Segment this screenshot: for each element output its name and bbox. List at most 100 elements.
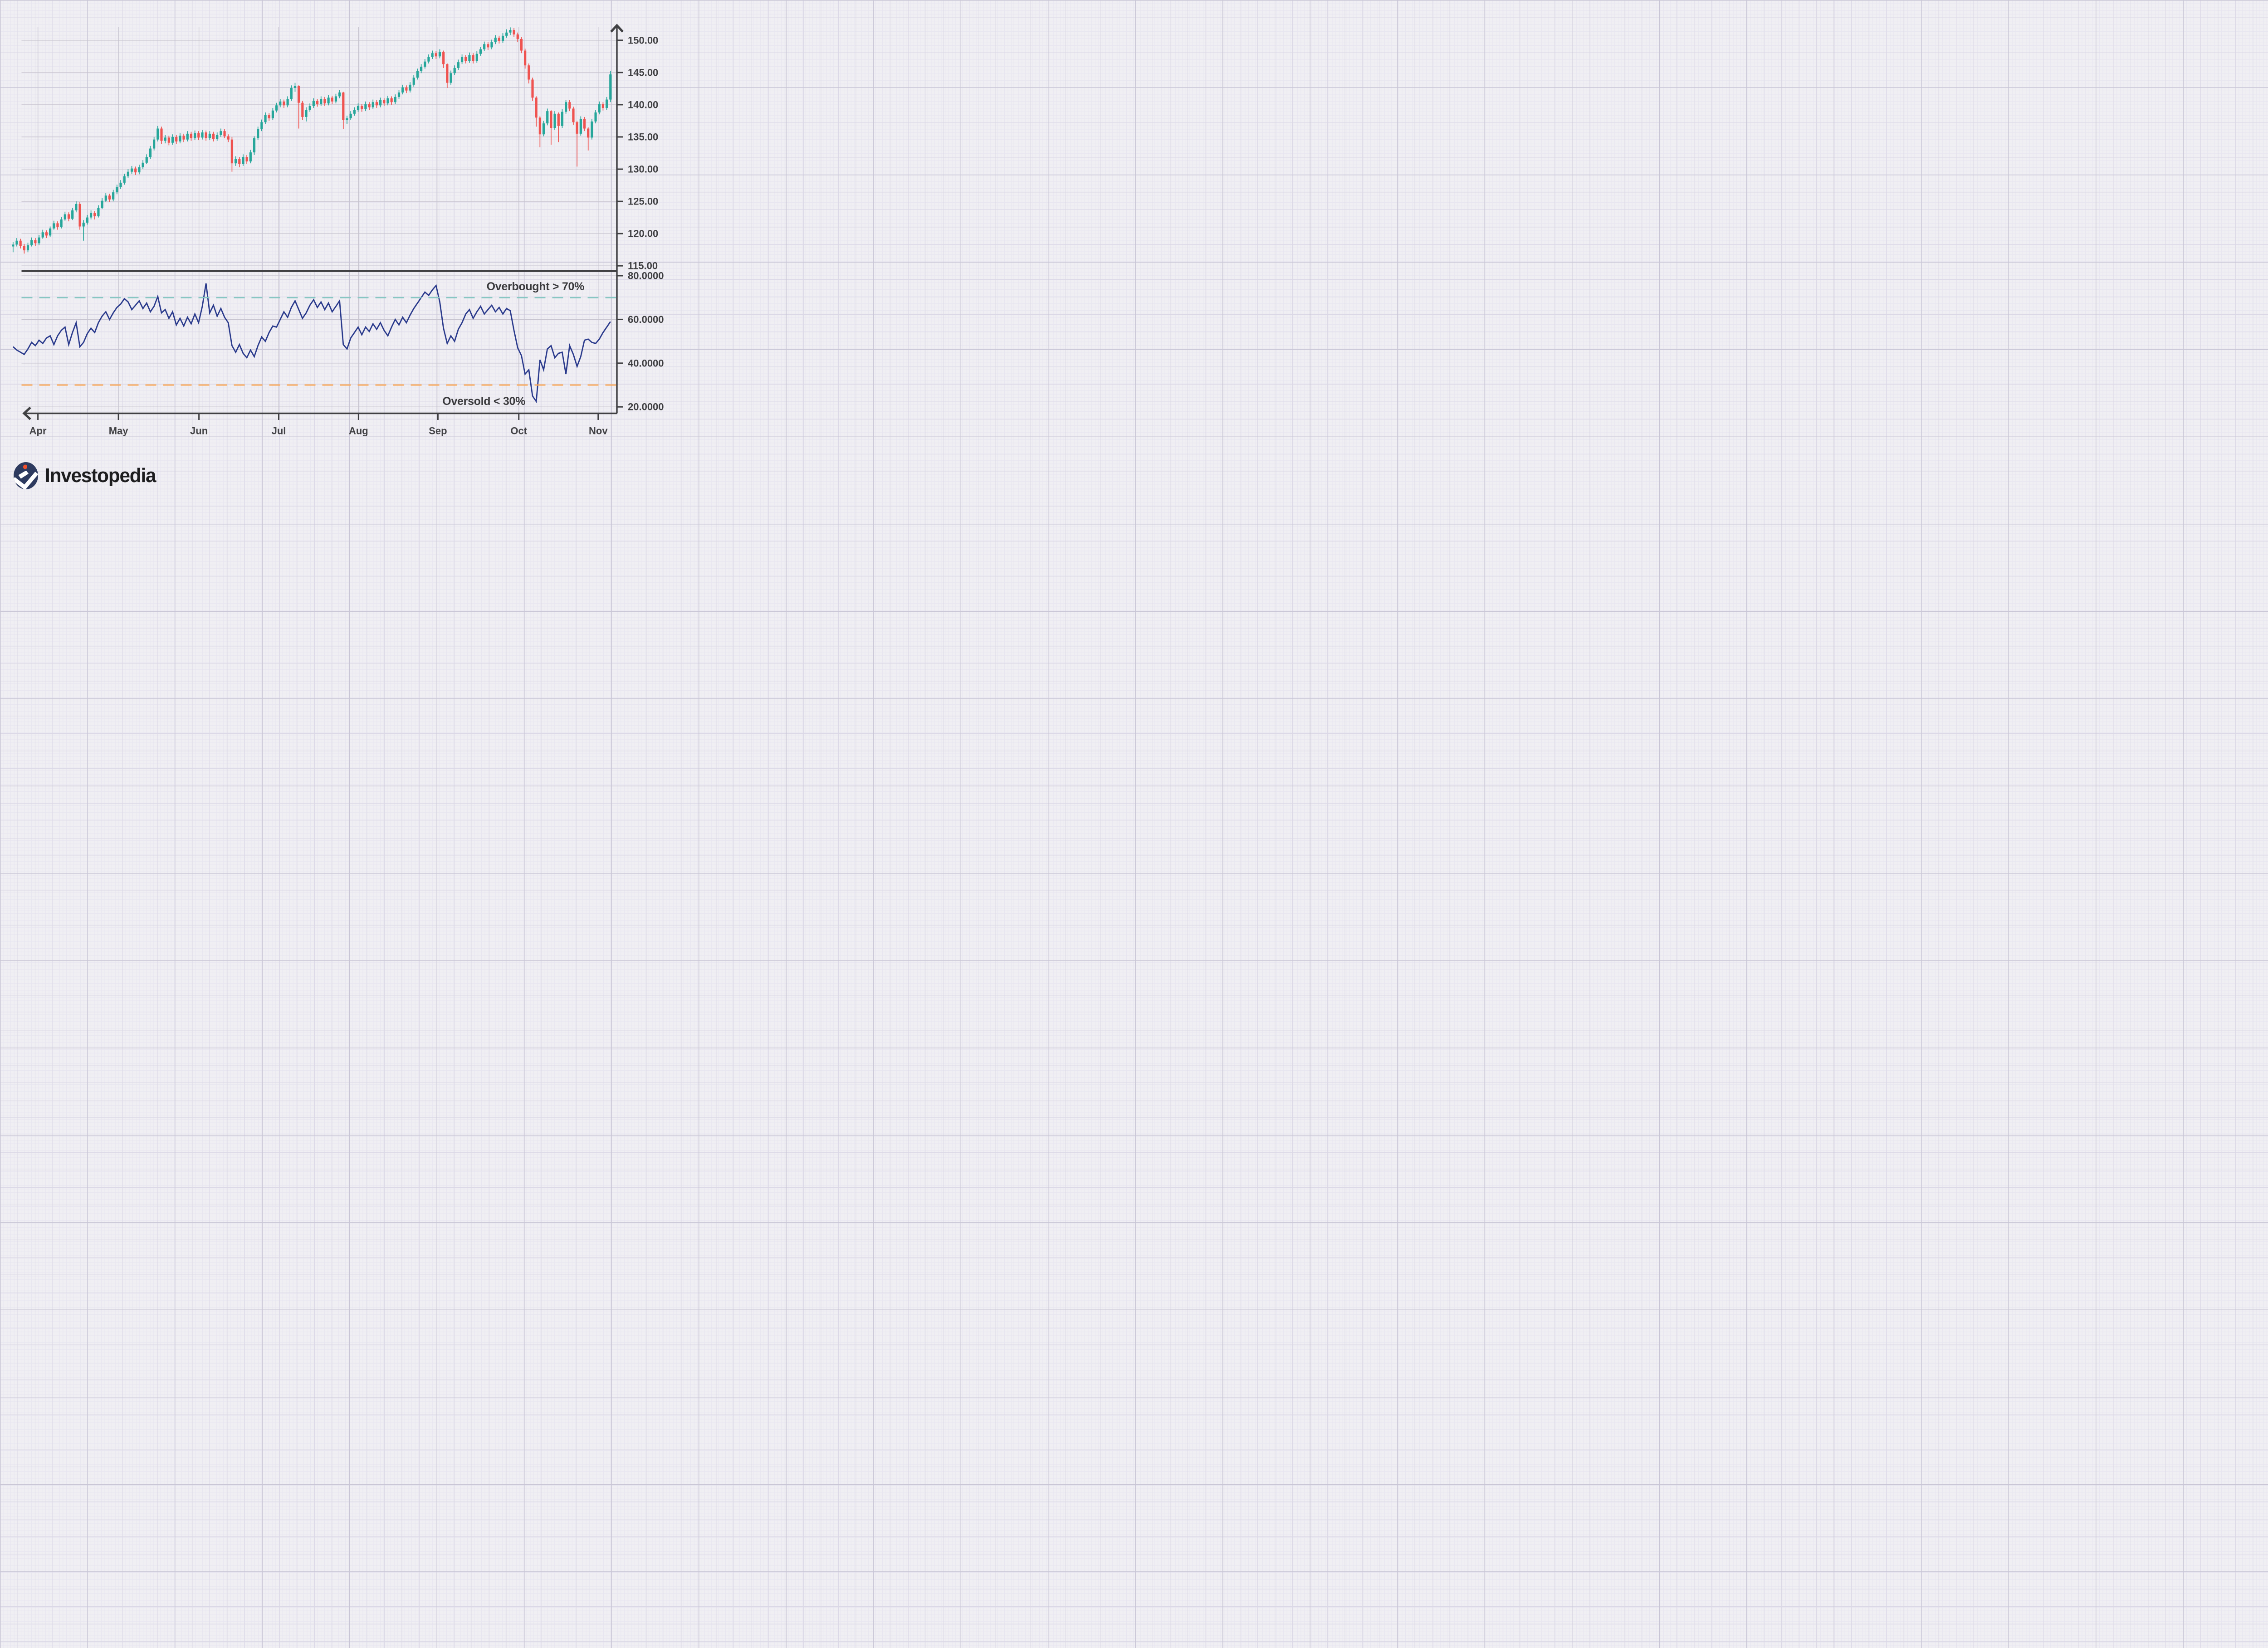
candle-down: [67, 214, 70, 219]
candle-down: [223, 131, 226, 137]
candle-up: [401, 87, 404, 93]
candle-up: [505, 32, 508, 36]
candle-up: [12, 244, 15, 247]
candle-up: [49, 228, 52, 236]
candle-up: [186, 133, 189, 140]
candle-up: [119, 182, 122, 187]
candle-down: [528, 65, 530, 80]
candle-up: [338, 92, 341, 97]
axes: [21, 24, 624, 420]
candle-up: [89, 213, 93, 218]
candle-up: [235, 159, 237, 164]
chart-gridlines: [21, 27, 617, 414]
candle-down: [557, 113, 560, 126]
candle-up: [490, 42, 493, 48]
price-axis-label: 115.00: [628, 260, 658, 272]
candle-up: [450, 73, 452, 83]
candle-down: [535, 98, 538, 118]
oversold-label: Oversold < 30%: [442, 395, 525, 408]
candle-up: [97, 208, 100, 216]
candle-up: [416, 71, 419, 78]
candle-up: [349, 113, 352, 118]
candle-down: [587, 128, 590, 138]
candle-up: [130, 168, 133, 172]
candle-down: [182, 136, 185, 140]
candle-down: [516, 34, 519, 39]
candle-down: [19, 240, 22, 246]
candle-up: [546, 111, 549, 124]
candle-down: [531, 79, 534, 98]
candle-up: [553, 113, 556, 128]
candle-up: [112, 192, 115, 200]
investopedia-logo: Investopedia: [12, 461, 161, 491]
candle-down: [342, 92, 345, 121]
candle-up: [320, 99, 323, 104]
candle-down: [56, 223, 59, 227]
candle-up: [60, 219, 63, 227]
candle-down: [205, 132, 207, 138]
candle-down: [524, 50, 527, 66]
candle-down: [238, 159, 241, 164]
candle-up: [591, 121, 593, 138]
candle-up: [594, 112, 597, 122]
candle-up: [431, 53, 434, 57]
candle-down: [212, 133, 215, 139]
price-axis-label: 130.00: [628, 164, 658, 175]
candle-up: [468, 55, 471, 61]
candle-up: [308, 106, 311, 110]
candle-down: [197, 133, 200, 138]
candle-up: [75, 204, 78, 210]
candle-up: [353, 110, 356, 114]
candle-up: [242, 157, 244, 164]
candle-up: [386, 98, 389, 104]
candle-down: [227, 136, 230, 140]
candle-up: [327, 98, 330, 104]
candle-up: [364, 104, 367, 109]
candle-up: [71, 210, 74, 219]
candle-down: [361, 106, 363, 109]
candle-down: [160, 128, 163, 141]
candle-up: [138, 167, 141, 173]
candle-down: [383, 100, 386, 104]
candle-up: [542, 123, 545, 135]
candle-down: [190, 133, 193, 138]
candle-down: [167, 137, 170, 143]
candle-up: [201, 132, 204, 138]
price-axis-label: 125.00: [628, 196, 658, 207]
candle-up: [145, 157, 148, 163]
candle-up: [379, 100, 382, 106]
candle-up: [509, 30, 512, 33]
candle-up: [271, 110, 274, 118]
candle-up: [171, 137, 174, 143]
candle-up: [257, 129, 259, 138]
month-label: Oct: [510, 425, 527, 437]
candle-up: [397, 92, 401, 97]
candle-down: [78, 204, 81, 227]
candle-up: [334, 96, 337, 102]
candle-up: [220, 131, 222, 135]
candle-down: [442, 52, 445, 64]
oscillator-axis-label: 60.0000: [628, 314, 664, 325]
candle-down: [23, 246, 25, 251]
price-axis-label: 140.00: [628, 99, 658, 110]
price-axis-label: 150.00: [628, 34, 658, 46]
candle-down: [323, 99, 326, 104]
candle-down: [108, 195, 111, 200]
candle-up: [483, 44, 486, 49]
candle-down: [446, 64, 449, 83]
candle-up: [216, 135, 219, 139]
candle-down: [572, 108, 575, 122]
candle-up: [153, 139, 156, 149]
overbought-label: Overbought > 70%: [487, 280, 584, 293]
candle-down: [175, 137, 178, 141]
candle-up: [275, 105, 278, 111]
candle-up: [609, 74, 612, 100]
candle-down: [230, 139, 234, 164]
month-label: Jun: [190, 425, 208, 437]
candle-up: [420, 67, 423, 72]
candle-up: [26, 245, 29, 251]
candle-up: [38, 237, 40, 244]
price-axis-label: 120.00: [628, 228, 658, 239]
candle-down: [390, 98, 393, 102]
up-arrow-icon: [610, 24, 624, 33]
